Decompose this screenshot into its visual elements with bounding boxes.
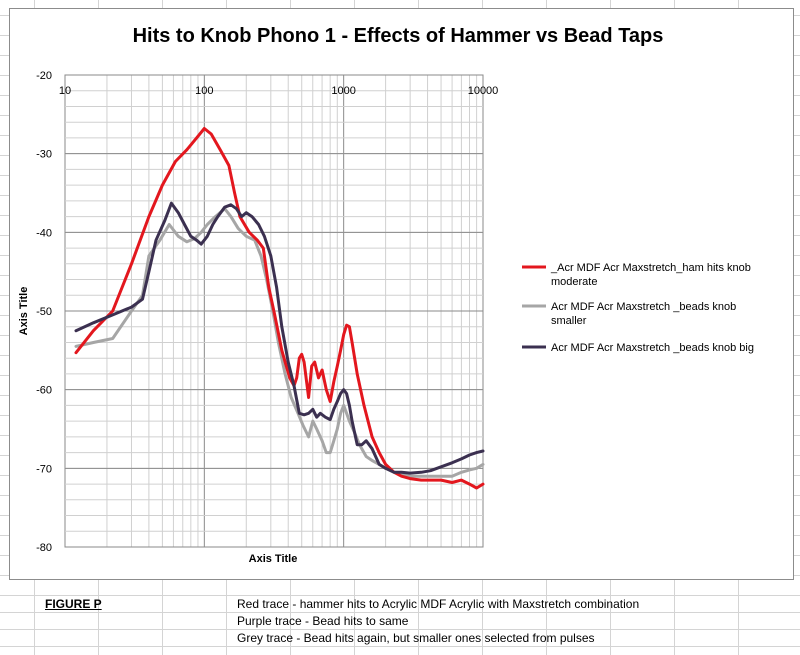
x-tick-label: 10 [59, 85, 71, 97]
legend-label-1: Acr MDF Acr Maxstretch _beads knob smalle… [551, 301, 736, 327]
y-axis-title: Axis Title [18, 287, 30, 336]
x-tick-label: 1000 [331, 85, 355, 97]
legend-label-0: _Acr MDF Acr Maxstretch_ham hits knob mod… [550, 262, 751, 288]
grid-layer [64, 74, 484, 548]
y-tick-label: -60 [36, 385, 52, 397]
y-tick-label: -80 [36, 542, 52, 554]
y-tick-label: -70 [36, 463, 52, 475]
y-tick-label: -20 [36, 70, 52, 82]
caption-area: FIGURE P Red trace - hammer hits to Acry… [0, 580, 800, 655]
chart-title: Hits to Knob Phono 1 - Effects of Hammer… [133, 25, 664, 47]
caption-line-grey: Grey trace - Bead hits again, but smalle… [237, 631, 595, 645]
y-tick-label: -40 [36, 227, 52, 239]
chart-area: 10 100 1000 10000 -20 -30 -40 -50 -60 -70 -80 Hits… [9, 8, 794, 580]
y-tick-label: -50 [36, 306, 52, 318]
caption-line-purple: Purple trace - Bead hits to same [237, 614, 409, 628]
label-layer: 10 100 1000 10000 -20 -30 -40 -50 -60 -70 -80 [36, 70, 498, 554]
figure-label: FIGURE P [45, 597, 102, 611]
chart-svg: 10 100 1000 10000 -20 -30 -40 -50 -60 -70 -80 Hits… [18, 25, 754, 565]
caption-line-red: Red trace - hammer hits to Acrylic MDF A… [237, 597, 640, 611]
legend: _Acr MDF Acr Maxstretch_ham hits knob mod… [522, 262, 754, 354]
series-line-2 [74, 201, 485, 475]
series-layer [74, 127, 485, 490]
legend-label-2: Acr MDF Acr Maxstretch _beads knob big [551, 342, 754, 354]
x-axis-title: Axis Title [249, 553, 298, 565]
series-line-0 [74, 127, 485, 490]
x-tick-label: 100 [195, 85, 213, 97]
y-tick-label: -30 [36, 149, 52, 161]
x-tick-label: 10000 [468, 85, 499, 97]
